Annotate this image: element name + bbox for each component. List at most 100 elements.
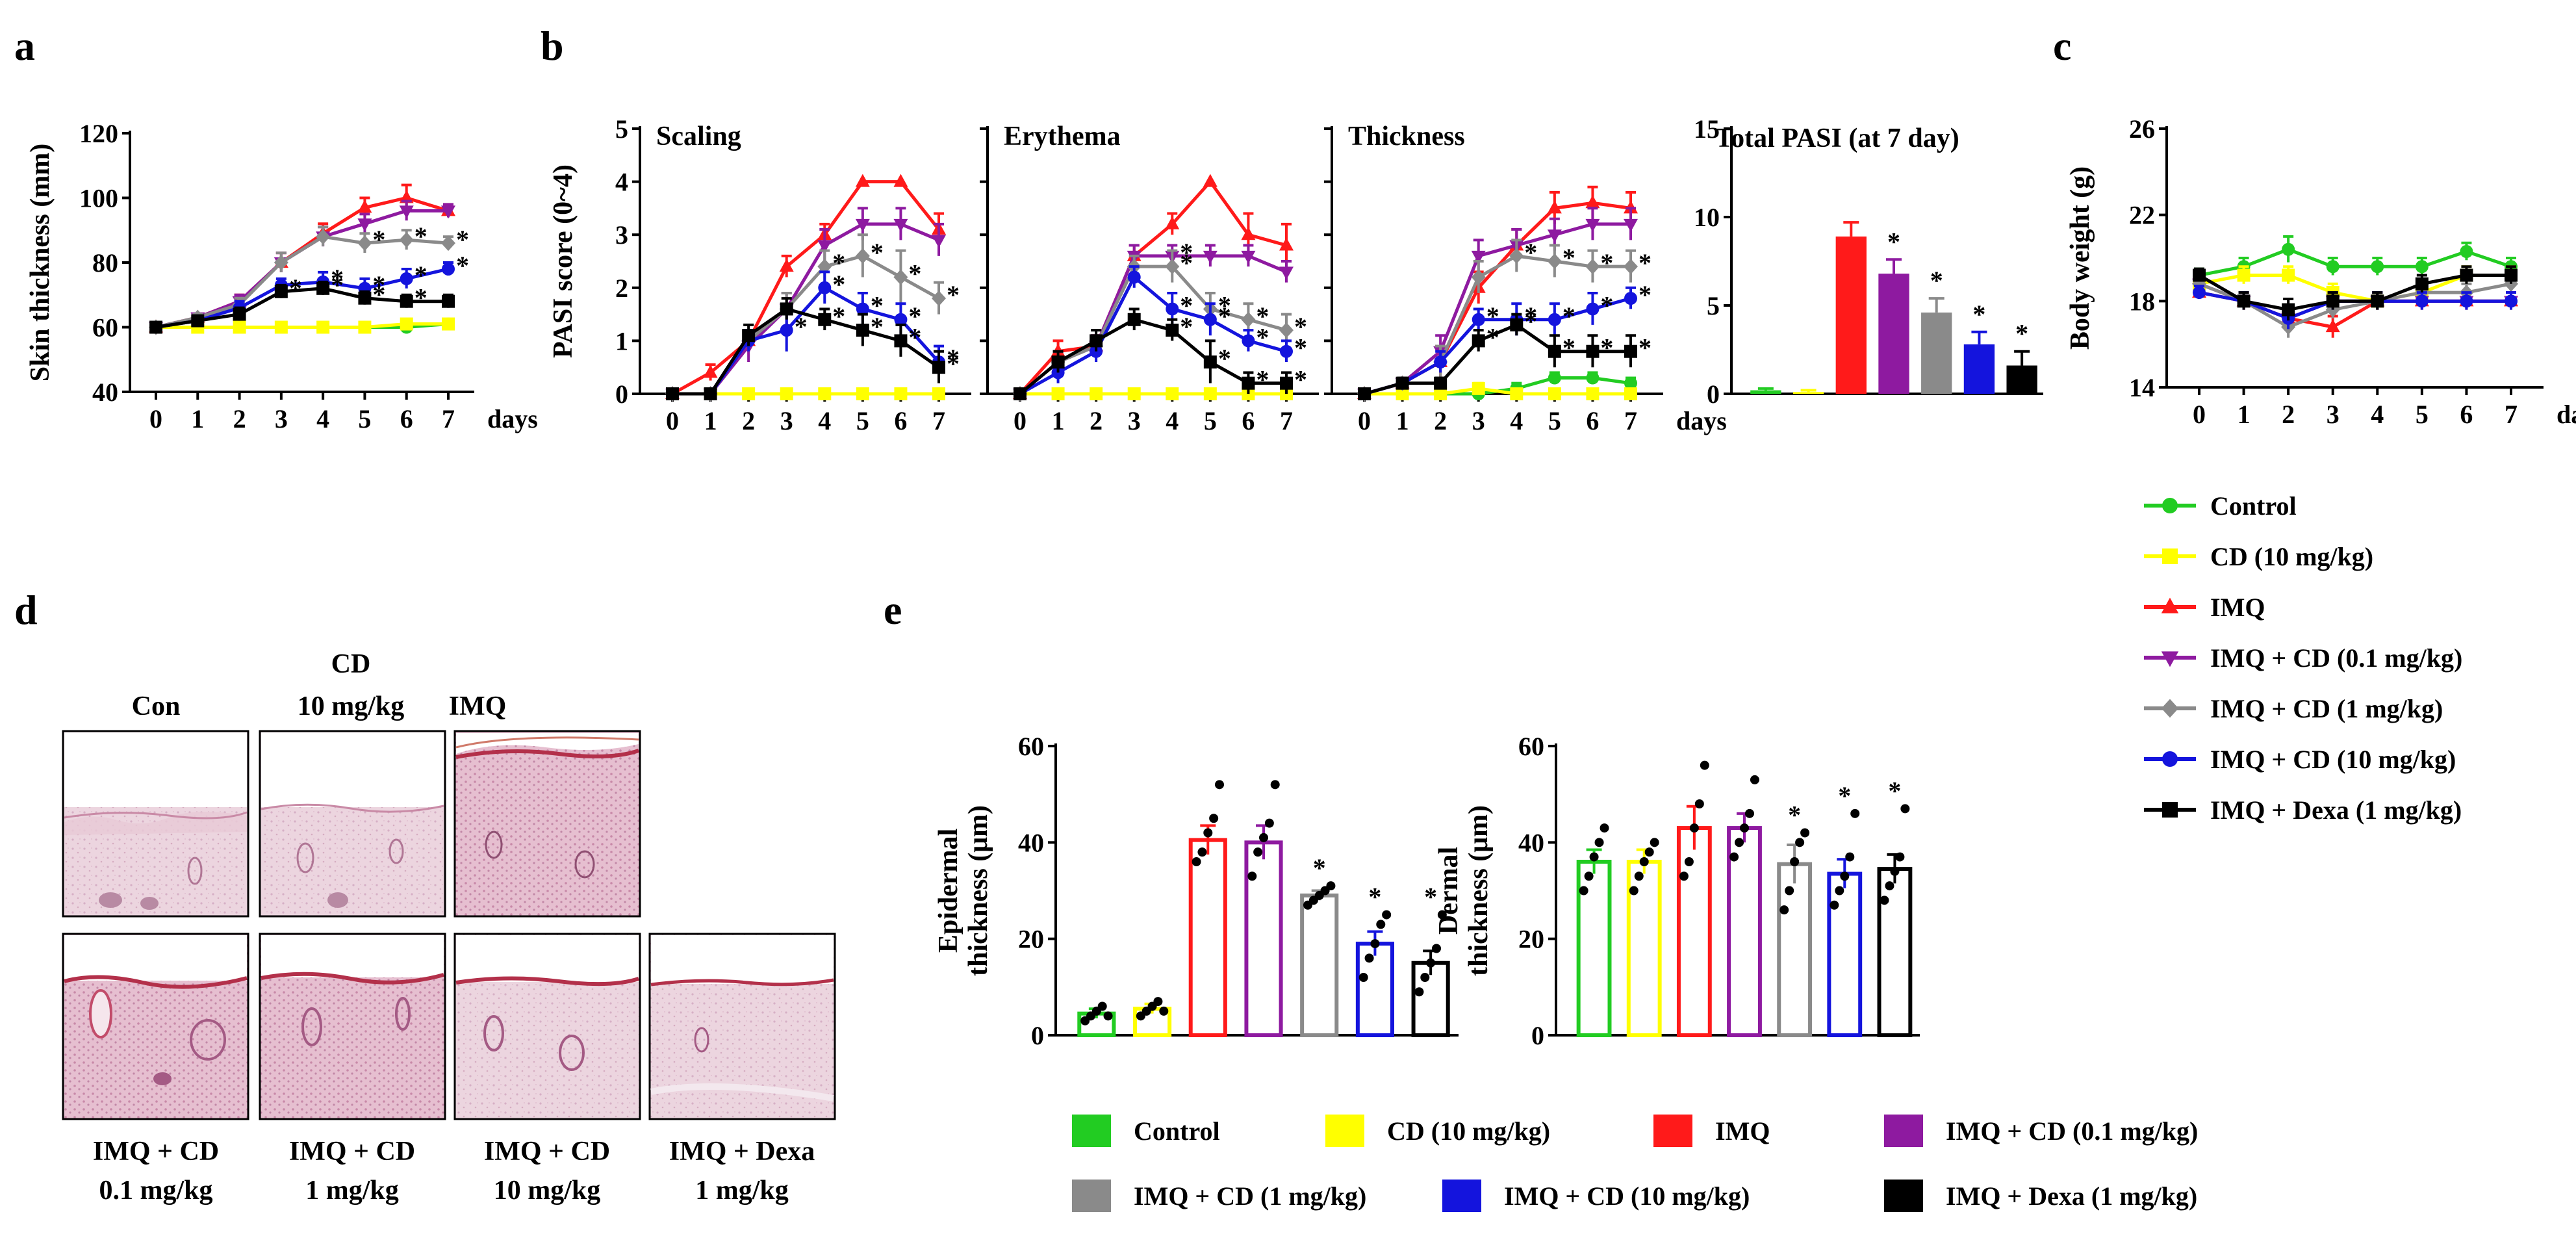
- x-tick-label: 3: [2327, 400, 2340, 429]
- legend-label: IMQ + CD (10 mg/kg): [1504, 1181, 1750, 1211]
- bar-imq_cd10: [1827, 871, 1863, 1037]
- significance-star: *: [1562, 333, 1575, 363]
- significance-star: *: [1600, 290, 1613, 320]
- significance-star: *: [1888, 776, 1901, 805]
- bar-imq_cd1: [1300, 893, 1339, 1037]
- data-point: [1548, 313, 1561, 326]
- histo-label-imq-cd-10-line1: IMQ + CD: [484, 1137, 610, 1167]
- legend-swatch: [1884, 1115, 1923, 1147]
- significance-star: *: [1256, 322, 1269, 352]
- individual-point: [1639, 857, 1649, 866]
- data-point: [400, 272, 413, 285]
- significance-star: *: [1524, 307, 1537, 336]
- data-point: [1241, 250, 1256, 264]
- individual-point: [1103, 1011, 1113, 1021]
- data-point: [780, 324, 793, 337]
- significance-star: *: [1180, 312, 1193, 341]
- bar-group-imq_cd10: *: [1355, 883, 1395, 1038]
- data-point: [779, 259, 794, 272]
- significance-star: *: [1524, 302, 1537, 331]
- data-point: [1471, 250, 1486, 264]
- data-point: [1127, 270, 1141, 284]
- significance-star: *: [1788, 801, 1801, 830]
- legend-marker: [2162, 548, 2178, 564]
- x-tick-label: 5: [358, 404, 371, 433]
- data-point: [1241, 227, 1256, 240]
- x-tick-label: 0: [666, 406, 679, 435]
- data-point: [1472, 313, 1485, 326]
- data-point: [742, 387, 756, 400]
- significance-star: *: [1294, 333, 1307, 363]
- y-tick-label: 10: [1694, 203, 1720, 232]
- data-point: [2415, 277, 2429, 290]
- y-tick-label: 60: [1518, 732, 1544, 761]
- data-point: [1051, 355, 1065, 369]
- bar-group-imq_dexa: *: [1877, 776, 1913, 1037]
- legend-label: IMQ: [1715, 1116, 1770, 1146]
- individual-point: [1382, 910, 1392, 920]
- data-point: [703, 365, 718, 378]
- data-point: [442, 262, 455, 276]
- x-tick-label: 0: [1014, 406, 1027, 435]
- y-axis-label: Dermal: [1434, 847, 1464, 935]
- significance-star: *: [1294, 365, 1307, 394]
- x-tick-label: 3: [780, 406, 793, 435]
- bar-cd: [1792, 392, 1824, 394]
- data-point: [316, 281, 330, 295]
- data-point: [2415, 260, 2429, 274]
- data-point: [1014, 387, 1027, 400]
- individual-point: [1414, 987, 1424, 997]
- y-axis-label: Body weight (g): [2065, 166, 2095, 350]
- x-tick-label: 4: [2371, 400, 2384, 429]
- individual-point: [1880, 896, 1889, 905]
- data-point: [357, 218, 372, 232]
- significance-star: *: [1838, 781, 1851, 810]
- series-line-control: [2199, 248, 2512, 277]
- data-point: [2460, 268, 2473, 282]
- individual-point: [1192, 857, 1201, 866]
- data-point: [2505, 294, 2518, 308]
- data-point: [1510, 318, 1524, 331]
- y-tick-label: 22: [2129, 201, 2155, 230]
- individual-point: [1840, 871, 1850, 881]
- series-line-imq: [671, 180, 940, 396]
- x-tick-label: 0: [2193, 400, 2206, 429]
- panel-letter-d: d: [14, 587, 38, 633]
- x-tick-label: 3: [1128, 406, 1141, 435]
- data-point: [742, 329, 756, 342]
- legend-item-imq_cd1: IMQ + CD (1 mg/kg): [2144, 694, 2443, 723]
- significance-star: *: [331, 264, 344, 293]
- y-tick-label: 26: [2129, 114, 2155, 144]
- significance-star: *: [1887, 227, 1900, 256]
- data-point: [441, 205, 455, 219]
- histo-image-imq-cd-01: [62, 933, 249, 1120]
- bar-imq: [1835, 236, 1867, 394]
- significance-star: *: [832, 302, 845, 331]
- legend-item-control: Control: [1072, 1115, 1220, 1147]
- data-point: [2282, 303, 2295, 316]
- data-point: [932, 387, 945, 400]
- chart-title: Scaling: [656, 122, 741, 151]
- chart-epidermal-thickness: 0 20 40 60 Epidermal thickness (μm) * * *: [934, 732, 1459, 1050]
- histo-label-imq-cd-1-line2: 1 mg/kg: [305, 1176, 399, 1206]
- significance-star: *: [414, 283, 427, 313]
- data-point: [1585, 218, 1600, 232]
- data-point: [274, 285, 288, 298]
- data-point: [817, 240, 832, 253]
- data-point: [856, 302, 869, 316]
- data-point: [1090, 334, 1103, 348]
- bar-group-cd: [1626, 838, 1662, 1037]
- data-point: [894, 334, 908, 348]
- bar-group-cd: [1133, 997, 1172, 1038]
- individual-point: [1890, 866, 1900, 876]
- legend-label: CD (10 mg/kg): [1387, 1116, 1550, 1146]
- individual-point: [1376, 920, 1386, 929]
- individual-point: [1209, 814, 1219, 823]
- y-tick-label: 14: [2129, 373, 2155, 402]
- series-line-imq: [1019, 179, 1287, 395]
- data-point: [316, 320, 330, 334]
- chart-title: Thickness: [1348, 122, 1465, 151]
- data-point: [1242, 376, 1255, 390]
- data-point: [1166, 302, 1179, 316]
